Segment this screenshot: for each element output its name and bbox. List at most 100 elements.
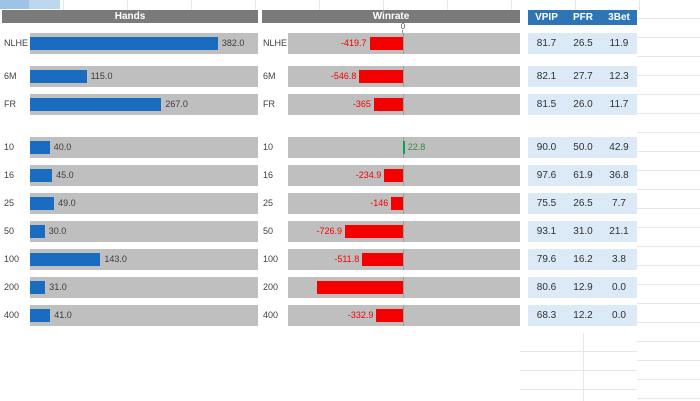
winrate-bar bbox=[369, 37, 403, 50]
winrate-chart-cell: -365 bbox=[288, 94, 520, 115]
pfr-cell[interactable]: 61.9 bbox=[565, 165, 601, 186]
zero-axis-line bbox=[403, 249, 404, 270]
winrate-value-label: -419.7 bbox=[340, 38, 367, 48]
hands-chart-cell: 267.0 bbox=[30, 94, 258, 115]
winrate-chart-cell: -234.9 bbox=[288, 165, 520, 186]
stat-row-200: 200 31.0 200 80.6 12.9 0.0 bbox=[0, 277, 700, 298]
zero-axis-line bbox=[403, 221, 404, 242]
pfr-cell[interactable]: 26.5 bbox=[565, 193, 601, 214]
pfr-cell[interactable]: 12.2 bbox=[565, 305, 601, 326]
stat-row-400: 400 41.0 400 -332.9 68.3 12.2 0.0 bbox=[0, 305, 700, 326]
threebet-cell[interactable]: 3.8 bbox=[601, 249, 637, 270]
hands-chart-cell: 30.0 bbox=[30, 221, 258, 242]
category-label-hands: 50 bbox=[4, 226, 15, 236]
pfr-cell[interactable]: 50.0 bbox=[565, 137, 601, 158]
category-label-hands: 400 bbox=[4, 310, 20, 320]
vpip-cell[interactable]: 79.6 bbox=[528, 249, 565, 270]
pfr-cell[interactable]: 12.9 bbox=[565, 277, 601, 298]
spreadsheet-cell[interactable] bbox=[0, 0, 29, 9]
table-header-vpip: VPIP bbox=[528, 10, 565, 25]
threebet-cell[interactable]: 11.9 bbox=[601, 33, 637, 54]
winrate-axis-tick bbox=[402, 30, 403, 33]
winrate-value-label: 22.8 bbox=[407, 142, 426, 152]
hands-chart-cell: 31.0 bbox=[30, 277, 258, 298]
pfr-cell[interactable]: 26.5 bbox=[565, 33, 601, 54]
winrate-value-label: -234.9 bbox=[355, 170, 382, 180]
winrate-value-label: -365 bbox=[352, 99, 371, 109]
winrate-chart-cell: -511.8 bbox=[288, 249, 520, 270]
stat-row-100: 100 143.0 100 -511.8 79.6 16.2 3.8 bbox=[0, 249, 700, 270]
hands-bar bbox=[30, 37, 218, 50]
stat-row-6m: 6M 115.0 6M -546.8 82.1 27.7 12.3 bbox=[0, 66, 700, 87]
threebet-cell[interactable]: 0.0 bbox=[601, 277, 637, 298]
winrate-chart-cell: 22.8 bbox=[288, 137, 520, 158]
category-label-hands: 6M bbox=[4, 71, 17, 81]
hands-bar bbox=[30, 281, 46, 294]
category-label-winrate: 100 bbox=[263, 254, 279, 264]
hands-value-label: 115.0 bbox=[90, 71, 113, 81]
hands-value-label: 31.0 bbox=[49, 282, 67, 292]
threebet-cell[interactable]: 42.9 bbox=[601, 137, 637, 158]
threebet-cell[interactable]: 11.7 bbox=[601, 94, 637, 115]
threebet-cell[interactable]: 7.7 bbox=[601, 193, 637, 214]
winrate-value-label: -332.9 bbox=[347, 310, 374, 320]
vpip-cell[interactable]: 97.6 bbox=[528, 165, 565, 186]
category-label-hands: FR bbox=[4, 99, 16, 109]
category-label-winrate: FR bbox=[263, 99, 275, 109]
vpip-cell[interactable]: 93.1 bbox=[528, 221, 565, 242]
threebet-cell[interactable]: 0.0 bbox=[601, 305, 637, 326]
vpip-cell[interactable]: 81.5 bbox=[528, 94, 565, 115]
winrate-value-label: -726.9 bbox=[316, 226, 342, 236]
threebet-cell[interactable]: 21.1 bbox=[601, 221, 637, 242]
winrate-chart-cell: -726.9 bbox=[288, 221, 520, 242]
threebet-cell[interactable]: 36.8 bbox=[601, 165, 637, 186]
winrate-chart-cell: -332.9 bbox=[288, 305, 520, 326]
winrate-value-label: -511.8 bbox=[334, 254, 360, 264]
hands-bar bbox=[30, 253, 101, 266]
stat-row-25: 25 49.0 25 -146 75.5 26.5 7.7 bbox=[0, 193, 700, 214]
winrate-bar bbox=[403, 141, 405, 154]
pfr-cell[interactable]: 31.0 bbox=[565, 221, 601, 242]
spreadsheet-cell[interactable] bbox=[29, 0, 60, 9]
vpip-cell[interactable]: 82.1 bbox=[528, 66, 565, 87]
hands-bar bbox=[30, 98, 162, 111]
winrate-value-label: -546.8 bbox=[330, 71, 357, 81]
stat-row-50: 50 30.0 50 -726.9 93.1 31.0 21.1 bbox=[0, 221, 700, 242]
winrate-axis-zero-label: 0 bbox=[400, 22, 406, 31]
hands-value-label: 267.0 bbox=[165, 99, 188, 109]
pfr-cell[interactable]: 26.0 bbox=[565, 94, 601, 115]
spreadsheet-grid-right bbox=[637, 0, 700, 401]
vpip-cell[interactable]: 90.0 bbox=[528, 137, 565, 158]
vpip-cell[interactable]: 68.3 bbox=[528, 305, 565, 326]
table-header-pfr: PFR bbox=[565, 10, 601, 25]
category-label-hands: 10 bbox=[4, 142, 15, 152]
hands-value-label: 45.0 bbox=[56, 170, 74, 180]
winrate-chart-cell bbox=[288, 277, 520, 298]
hands-bar bbox=[30, 225, 45, 238]
winrate-chart-cell: -146 bbox=[288, 193, 520, 214]
winrate-chart-cell: -419.7 bbox=[288, 33, 520, 54]
winrate-value-label: -146 bbox=[370, 198, 389, 208]
category-label-winrate: 200 bbox=[263, 282, 279, 292]
zero-axis-line bbox=[403, 165, 404, 186]
winrate-bar bbox=[391, 197, 403, 210]
category-label-winrate: 10 bbox=[263, 142, 274, 152]
vpip-cell[interactable]: 81.7 bbox=[528, 33, 565, 54]
vpip-cell[interactable]: 80.6 bbox=[528, 277, 565, 298]
winrate-bar bbox=[376, 309, 403, 322]
pfr-cell[interactable]: 16.2 bbox=[565, 249, 601, 270]
zero-axis-line bbox=[403, 277, 404, 298]
hands-bar bbox=[30, 141, 50, 154]
winrate-bar bbox=[345, 225, 403, 238]
pfr-cell[interactable]: 27.7 bbox=[565, 66, 601, 87]
hands-value-label: 382.0 bbox=[221, 38, 245, 48]
hands-chart-cell: 49.0 bbox=[30, 193, 258, 214]
hands-chart-cell: 382.0 bbox=[30, 33, 258, 54]
category-label-winrate: 50 bbox=[263, 226, 274, 236]
hands-value-label: 41.0 bbox=[54, 310, 72, 320]
vpip-cell[interactable]: 75.5 bbox=[528, 193, 565, 214]
threebet-cell[interactable]: 12.3 bbox=[601, 66, 637, 87]
hands-bar bbox=[30, 197, 55, 210]
zero-axis-line bbox=[403, 33, 404, 54]
category-label-winrate: NLHE bbox=[263, 38, 288, 48]
